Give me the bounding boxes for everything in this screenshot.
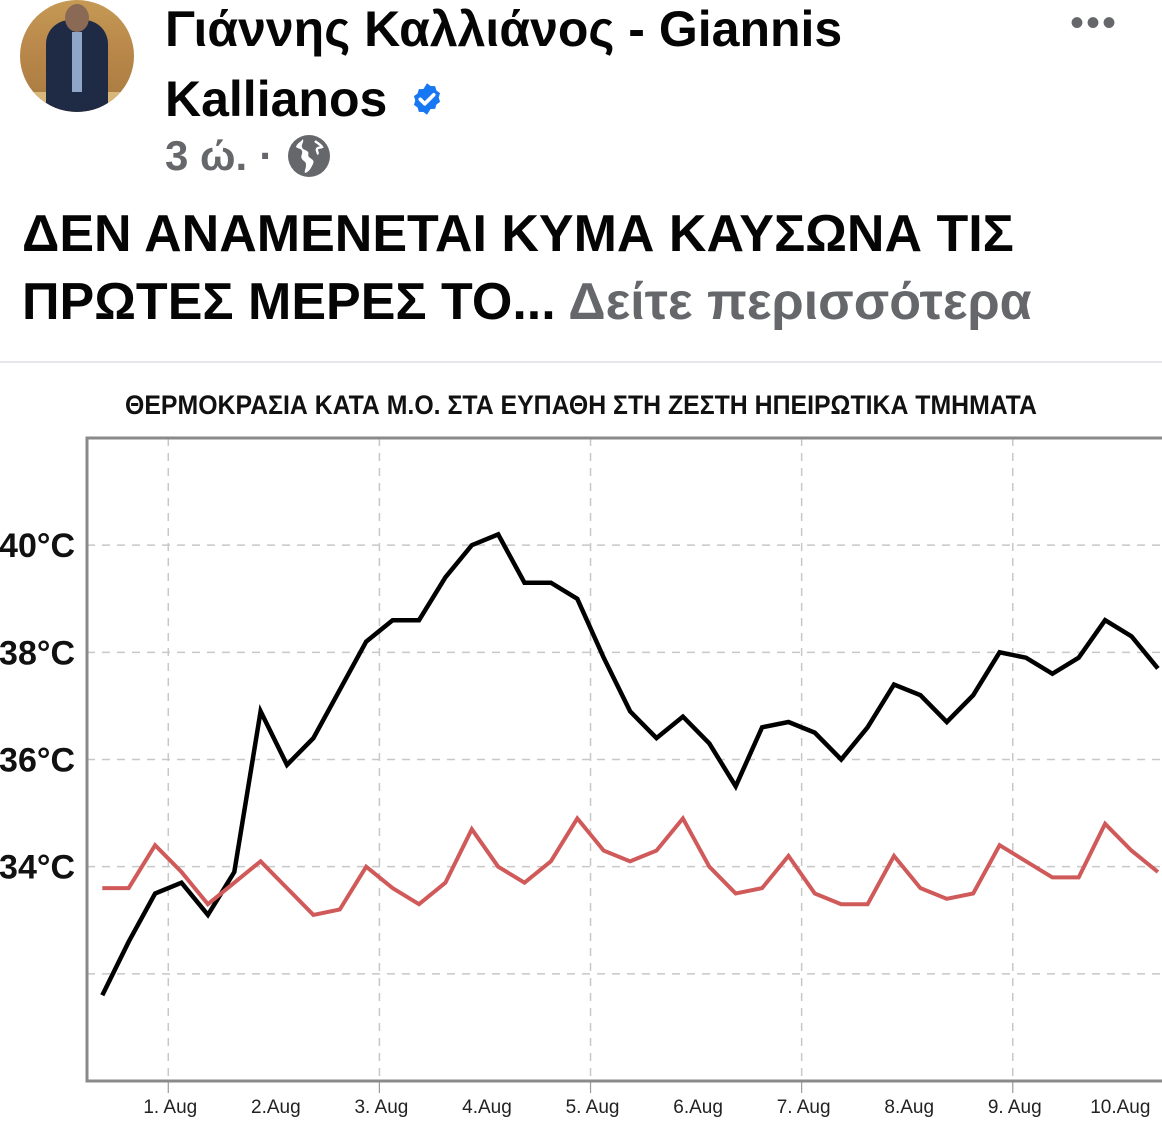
series-line-normal [102,814,1160,918]
plot-frame [85,436,1162,1083]
meta-separator: · [259,132,274,179]
author-name[interactable]: Γιάννης Καλλιάνος - Giannis Kallianos [165,1,843,127]
author-avatar[interactable] [20,0,134,112]
globe-icon[interactable] [285,132,333,180]
y-tick-label: 40°C [0,527,75,565]
post-body: ΔΕΝ ΑΝΑΜΕΝΕΤΑΙ ΚΥΜΑ ΚΑΥΣΩΝΑ ΤΙΣ ΠΡΩΤΕΣ Μ… [22,205,1014,331]
divider [0,361,1162,363]
x-tick-label: 2.Aug [251,1097,301,1118]
y-tick-label: 38°C [0,634,75,672]
x-tick-label: 5. Aug [566,1097,620,1118]
chart-title: ΘΕΡΜΟΚΡΑΣΙΑ ΚΑΤΑ Μ.Ο. ΣΤΑ ΕΥΠΑΘΗ ΣΤΗ ΖΕΣ… [125,390,1037,420]
author-name-block: Γιάννης Καλλιάνος - Giannis Kallianos [165,0,1045,134]
x-tick-label: 8.Aug [884,1097,934,1118]
see-more-link[interactable]: Δείτε περισσότερα [568,273,1032,331]
x-tick-label: 10.Aug [1090,1097,1150,1118]
more-options-button[interactable]: ••• [1070,3,1118,43]
post-meta: 3 ώ. · [165,132,333,180]
series-line-forecast [100,531,1160,997]
y-tick-label: 36°C [0,742,75,780]
x-tick-label: 4.Aug [462,1097,512,1118]
y-tick-label: 34°C [0,849,75,887]
x-tick-label: 7. Aug [777,1097,831,1118]
x-tick-label: 9. Aug [988,1097,1042,1118]
verified-badge-icon [414,83,441,115]
post-text: ΔΕΝ ΑΝΑΜΕΝΕΤΑΙ ΚΥΜΑ ΚΑΥΣΩΝΑ ΤΙΣ ΠΡΩΤΕΣ Μ… [22,200,1152,336]
x-tick-label: 3. Aug [354,1097,408,1118]
more-horizontal-icon: ••• [1070,1,1119,45]
x-tick-label: 1. Aug [143,1097,197,1118]
post-timestamp[interactable]: 3 ώ. [165,132,248,179]
x-tick-label: 6.Aug [673,1097,723,1118]
